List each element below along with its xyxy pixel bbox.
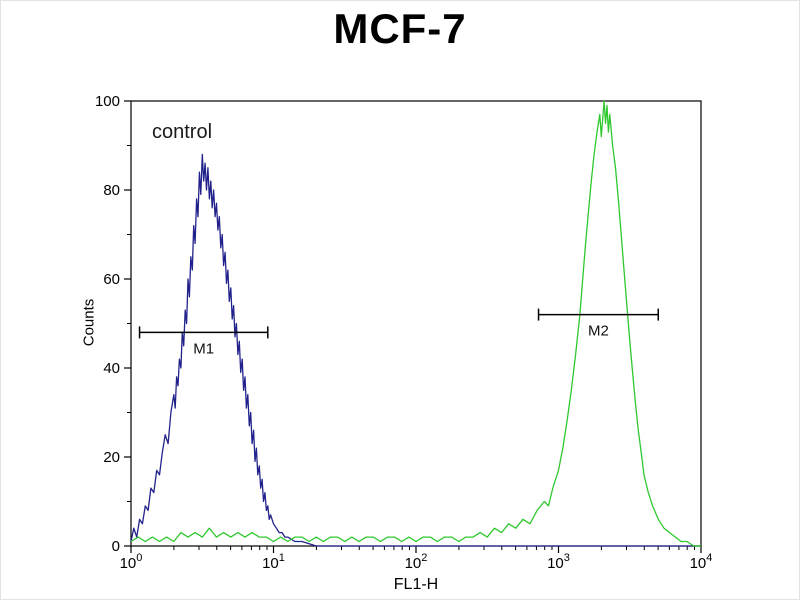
y-tick-label: 0 [112,538,120,555]
series-green [130,100,701,547]
y-tick-label: 40 [103,360,120,377]
y-tick-label: 60 [103,271,120,288]
x-tick-label: 103 [547,552,570,572]
control-annotation: control [152,121,213,143]
chart-title: MCF-7 [333,5,467,52]
series-control [130,153,701,547]
y-axis-label: Counts [80,298,98,347]
y-tick-label: 20 [103,449,120,466]
x-tick-label: 100 [120,552,143,572]
y-tick-label: 100 [95,93,120,110]
marker-label-M2: M2 [588,323,609,340]
x-tick-label: 101 [262,552,285,572]
y-tick-label: 80 [103,182,120,199]
x-tick-label: 102 [405,552,428,572]
x-tick-label: 104 [690,552,713,572]
x-axis-label: FL1-H [393,576,439,593]
marker-label-M1: M1 [193,340,214,357]
